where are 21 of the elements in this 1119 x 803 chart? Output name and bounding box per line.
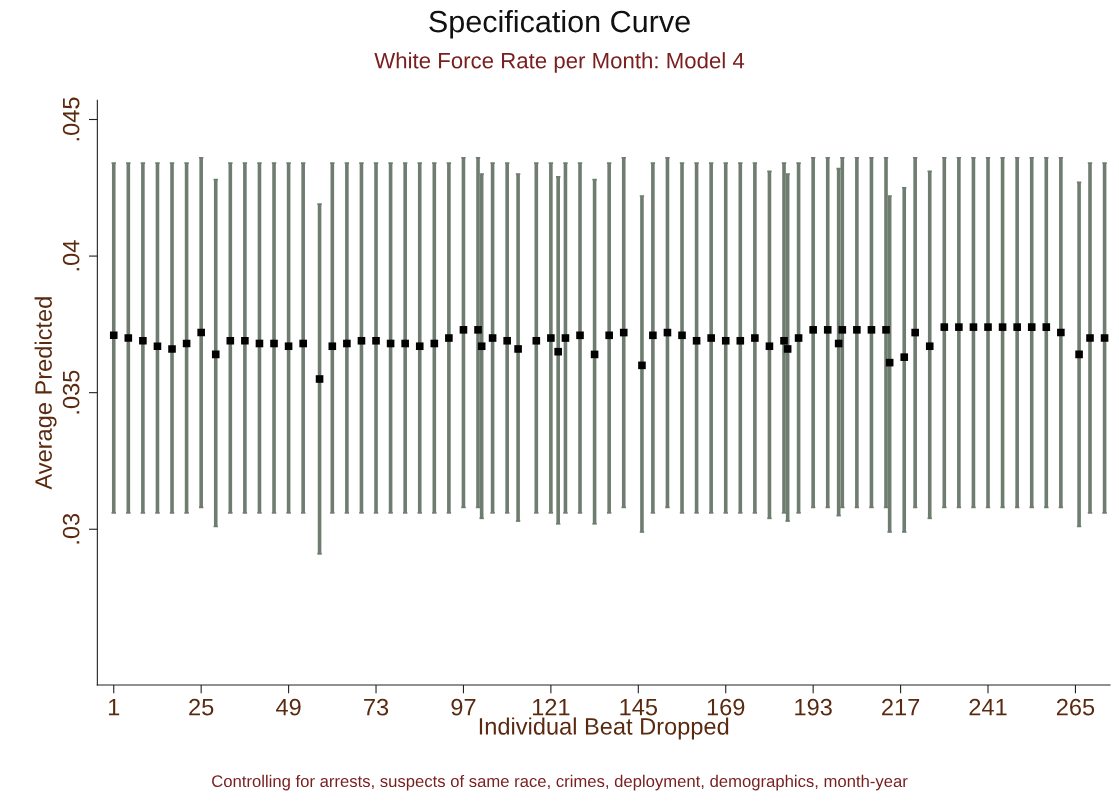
y-tick-label: .045 bbox=[62, 97, 80, 141]
x-tick-label: 97 bbox=[451, 698, 476, 716]
x-tick-label: 1 bbox=[108, 699, 120, 716]
x-tick-label: 193 bbox=[795, 698, 832, 716]
y-axis-title: Average Predicted bbox=[34, 297, 57, 490]
x-tick-label: 73 bbox=[364, 698, 389, 716]
chart-subtitle: White Force Rate per Month: Model 4 bbox=[374, 52, 745, 73]
x-tick-label: 25 bbox=[189, 698, 214, 716]
x-tick-label: 49 bbox=[276, 698, 301, 716]
x-axis-title: Individual Beat Dropped bbox=[479, 717, 729, 740]
y-tick-label: .03 bbox=[62, 513, 80, 544]
x-tick-label: 121 bbox=[532, 698, 570, 716]
x-tick-label: 241 bbox=[969, 698, 1007, 716]
y-tick-label: .035 bbox=[62, 370, 80, 414]
text: Controlling for arrests, suspects of same race, crimes, deployment, demographics, month-year bbox=[212, 774, 908, 791]
x-tick-label: 169 bbox=[707, 698, 745, 716]
x-tick-label: 145 bbox=[620, 699, 658, 716]
x-tick-label: 265 bbox=[1056, 698, 1095, 716]
y-tick-label: .04 bbox=[62, 240, 80, 271]
x-tick-label: 217 bbox=[882, 698, 920, 716]
chart-title: Specification Curve bbox=[429, 9, 690, 39]
